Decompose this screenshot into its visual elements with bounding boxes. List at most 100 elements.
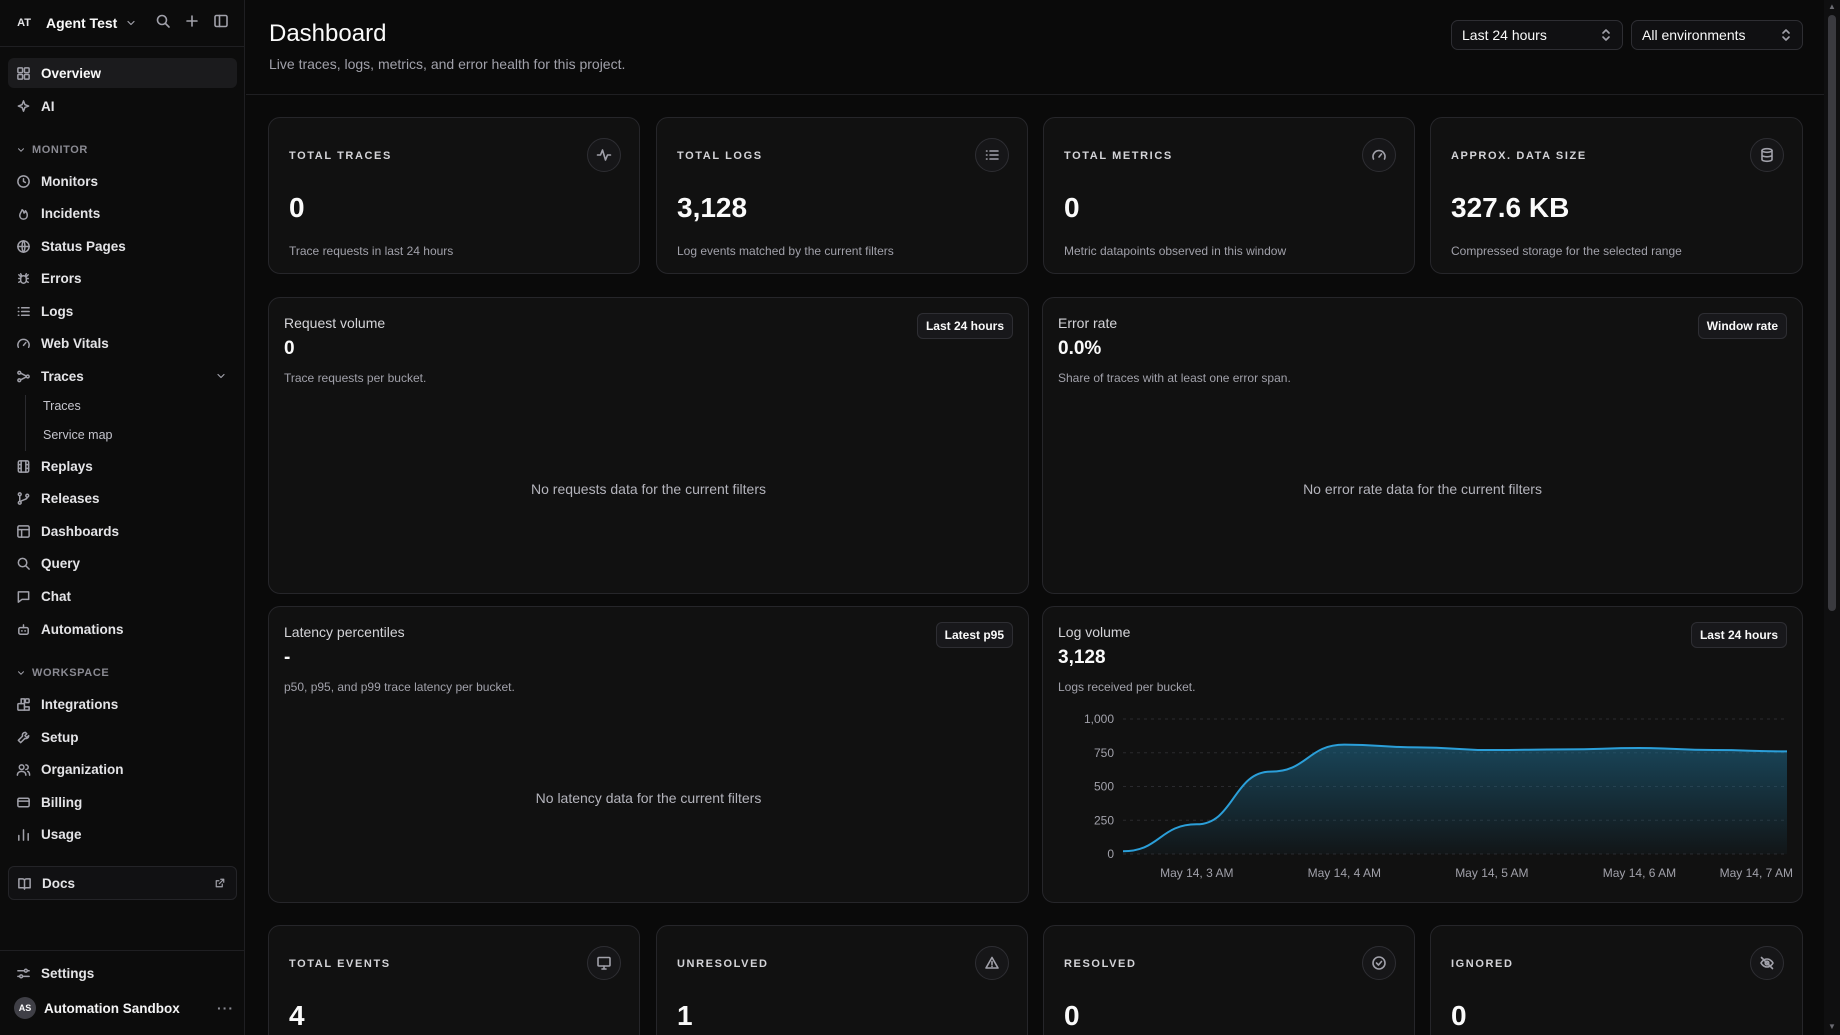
main-content: Dashboard Live traces, logs, metrics, an… bbox=[246, 0, 1824, 1035]
git-branch-icon bbox=[16, 491, 31, 506]
y-tick-label: 1,000 bbox=[1084, 712, 1114, 726]
eye-off-icon bbox=[1750, 946, 1784, 980]
user-menu[interactable]: AS Automation Sandbox ··· bbox=[14, 997, 234, 1019]
sidebar-item-traces[interactable]: Traces bbox=[8, 361, 237, 391]
page-subtitle: Live traces, logs, metrics, and error he… bbox=[269, 56, 626, 72]
sidebar-item-label: Web Vitals bbox=[41, 335, 109, 351]
series-area bbox=[1123, 744, 1787, 854]
sidebar-item-organization[interactable]: Organization bbox=[8, 754, 237, 784]
scroll-down-arrow[interactable]: ▼ bbox=[1828, 1022, 1836, 1031]
stat-description: Trace requests in last 24 hours bbox=[289, 244, 454, 258]
more-horizontal-icon[interactable]: ··· bbox=[217, 1000, 234, 1016]
search-icon[interactable] bbox=[155, 13, 171, 29]
range-badge[interactable]: Last 24 hours bbox=[916, 313, 1013, 339]
sidebar-item-monitors[interactable]: Monitors bbox=[8, 166, 237, 196]
panel-description: Logs received per bucket. bbox=[1058, 680, 1196, 694]
avatar: AS bbox=[14, 997, 36, 1019]
workspace-name: Agent Test bbox=[46, 15, 118, 31]
sidebar-item-label: Chat bbox=[41, 588, 71, 604]
plus-icon[interactable] bbox=[184, 13, 200, 29]
stat-value: 0 bbox=[1064, 192, 1080, 223]
series-line bbox=[1122, 743, 1788, 853]
sparkles-icon bbox=[16, 99, 31, 114]
sidebar-divider bbox=[0, 46, 244, 47]
sidebar-item-chat[interactable]: Chat bbox=[8, 581, 237, 611]
user-name: Automation Sandbox bbox=[44, 1000, 180, 1016]
bar-chart-icon bbox=[16, 827, 31, 842]
stat-description: Compressed storage for the selected rang… bbox=[1451, 244, 1682, 258]
x-tick-label: May 14, 5 AM bbox=[1455, 866, 1528, 880]
book-open-icon bbox=[17, 876, 32, 891]
panel-value: 0 bbox=[284, 338, 295, 359]
film-icon bbox=[16, 459, 31, 474]
sidebar-item-releases[interactable]: Releases bbox=[8, 483, 237, 513]
sidebar-item-label: Replays bbox=[41, 458, 93, 474]
stat-card-total-metrics: TOTAL METRICS 0 Metric datapoints observ… bbox=[1043, 117, 1415, 274]
range-badge[interactable]: Last 24 hours bbox=[1690, 622, 1787, 648]
chevrons-up-down-icon bbox=[1600, 28, 1612, 42]
sidebar-item-errors[interactable]: Errors bbox=[8, 263, 237, 293]
sidebar-subitem-service-map[interactable]: Service map bbox=[43, 428, 113, 442]
wrench-icon bbox=[16, 730, 31, 745]
sidebar-subitem-traces[interactable]: Traces bbox=[43, 399, 81, 413]
sidebar-item-settings[interactable]: Settings bbox=[8, 958, 237, 988]
bot-icon bbox=[16, 622, 31, 637]
chevron-down-icon bbox=[215, 370, 227, 382]
range-badge[interactable]: Window rate bbox=[1697, 313, 1787, 339]
sidebar-item-dashboards[interactable]: Dashboards bbox=[8, 516, 237, 546]
range-badge[interactable]: Latest p95 bbox=[935, 622, 1013, 648]
sidebar-toggle-icon[interactable] bbox=[213, 13, 229, 29]
environment-value: All environments bbox=[1642, 27, 1746, 43]
gauge-icon bbox=[1362, 138, 1396, 172]
stat-value: 4 bbox=[289, 1000, 305, 1031]
alert-triangle-icon bbox=[975, 946, 1009, 980]
sidebar-item-billing[interactable]: Billing bbox=[8, 787, 237, 817]
page-scrollbar[interactable]: ▲ ▼ bbox=[1824, 0, 1840, 1035]
stat-card-resolved: RESOLVED 0 bbox=[1043, 925, 1415, 1035]
sidebar-item-label: Docs bbox=[42, 875, 76, 891]
workspace-switcher[interactable]: AT Agent Test bbox=[10, 10, 137, 36]
flame-icon bbox=[16, 206, 31, 221]
sidebar-item-query[interactable]: Query bbox=[8, 548, 237, 578]
x-tick-label: May 14, 3 AM bbox=[1160, 866, 1233, 880]
sidebar-item-incidents[interactable]: Incidents bbox=[8, 198, 237, 228]
empty-state-message: No latency data for the current filters bbox=[535, 790, 762, 806]
scroll-thumb[interactable] bbox=[1828, 15, 1836, 611]
sidebar-item-setup[interactable]: Setup bbox=[8, 722, 237, 752]
stat-label: RESOLVED bbox=[1064, 958, 1137, 970]
time-range-select[interactable]: Last 24 hours bbox=[1451, 20, 1623, 50]
sidebar-item-label: Logs bbox=[41, 303, 74, 319]
x-tick-label: May 14, 4 AM bbox=[1308, 866, 1381, 880]
sidebar-item-docs[interactable]: Docs bbox=[8, 866, 237, 900]
sidebar-item-logs[interactable]: Logs bbox=[8, 296, 237, 326]
empty-state-message: No error rate data for the current filte… bbox=[1303, 481, 1542, 497]
stat-label: IGNORED bbox=[1451, 958, 1514, 970]
stat-value: 327.6 KB bbox=[1451, 192, 1570, 223]
y-tick-label: 750 bbox=[1094, 746, 1114, 760]
environment-select[interactable]: All environments bbox=[1631, 20, 1803, 50]
sidebar-item-replays[interactable]: Replays bbox=[8, 451, 237, 481]
database-icon bbox=[1750, 138, 1784, 172]
sidebar-item-integrations[interactable]: Integrations bbox=[8, 689, 237, 719]
header-divider bbox=[246, 94, 1824, 95]
panel-request-volume: Request volume 0 Trace requests per buck… bbox=[268, 297, 1029, 594]
blocks-icon bbox=[16, 697, 31, 712]
sidebar-item-overview[interactable]: Overview bbox=[8, 58, 237, 88]
sidebar-item-web-vitals[interactable]: Web Vitals bbox=[8, 328, 237, 358]
section-workspace[interactable]: WORKSPACE bbox=[16, 667, 109, 679]
sidebar-item-label: Setup bbox=[41, 729, 79, 745]
chevron-down-icon bbox=[16, 145, 26, 155]
log-volume-chart: 0 250 500 750 1,000 May 14, 3 AM May 14, 4 AM M… bbox=[1084, 712, 1793, 880]
panel-latency-percentiles: Latency percentiles - p50, p95, and p99 … bbox=[268, 606, 1029, 903]
sidebar-item-label: Traces bbox=[41, 368, 84, 384]
scroll-up-arrow[interactable]: ▲ bbox=[1828, 2, 1836, 11]
section-monitor[interactable]: MONITOR bbox=[16, 144, 88, 156]
sidebar-item-ai[interactable]: AI bbox=[8, 91, 237, 121]
sidebar-item-status-pages[interactable]: Status Pages bbox=[8, 231, 237, 261]
sidebar-item-automations[interactable]: Automations bbox=[8, 614, 237, 644]
y-tick-label: 250 bbox=[1094, 813, 1114, 827]
sidebar-item-usage[interactable]: Usage bbox=[8, 819, 237, 849]
stat-value: 0 bbox=[1451, 1000, 1467, 1031]
globe-icon bbox=[16, 239, 31, 254]
check-circle-icon bbox=[1362, 946, 1396, 980]
